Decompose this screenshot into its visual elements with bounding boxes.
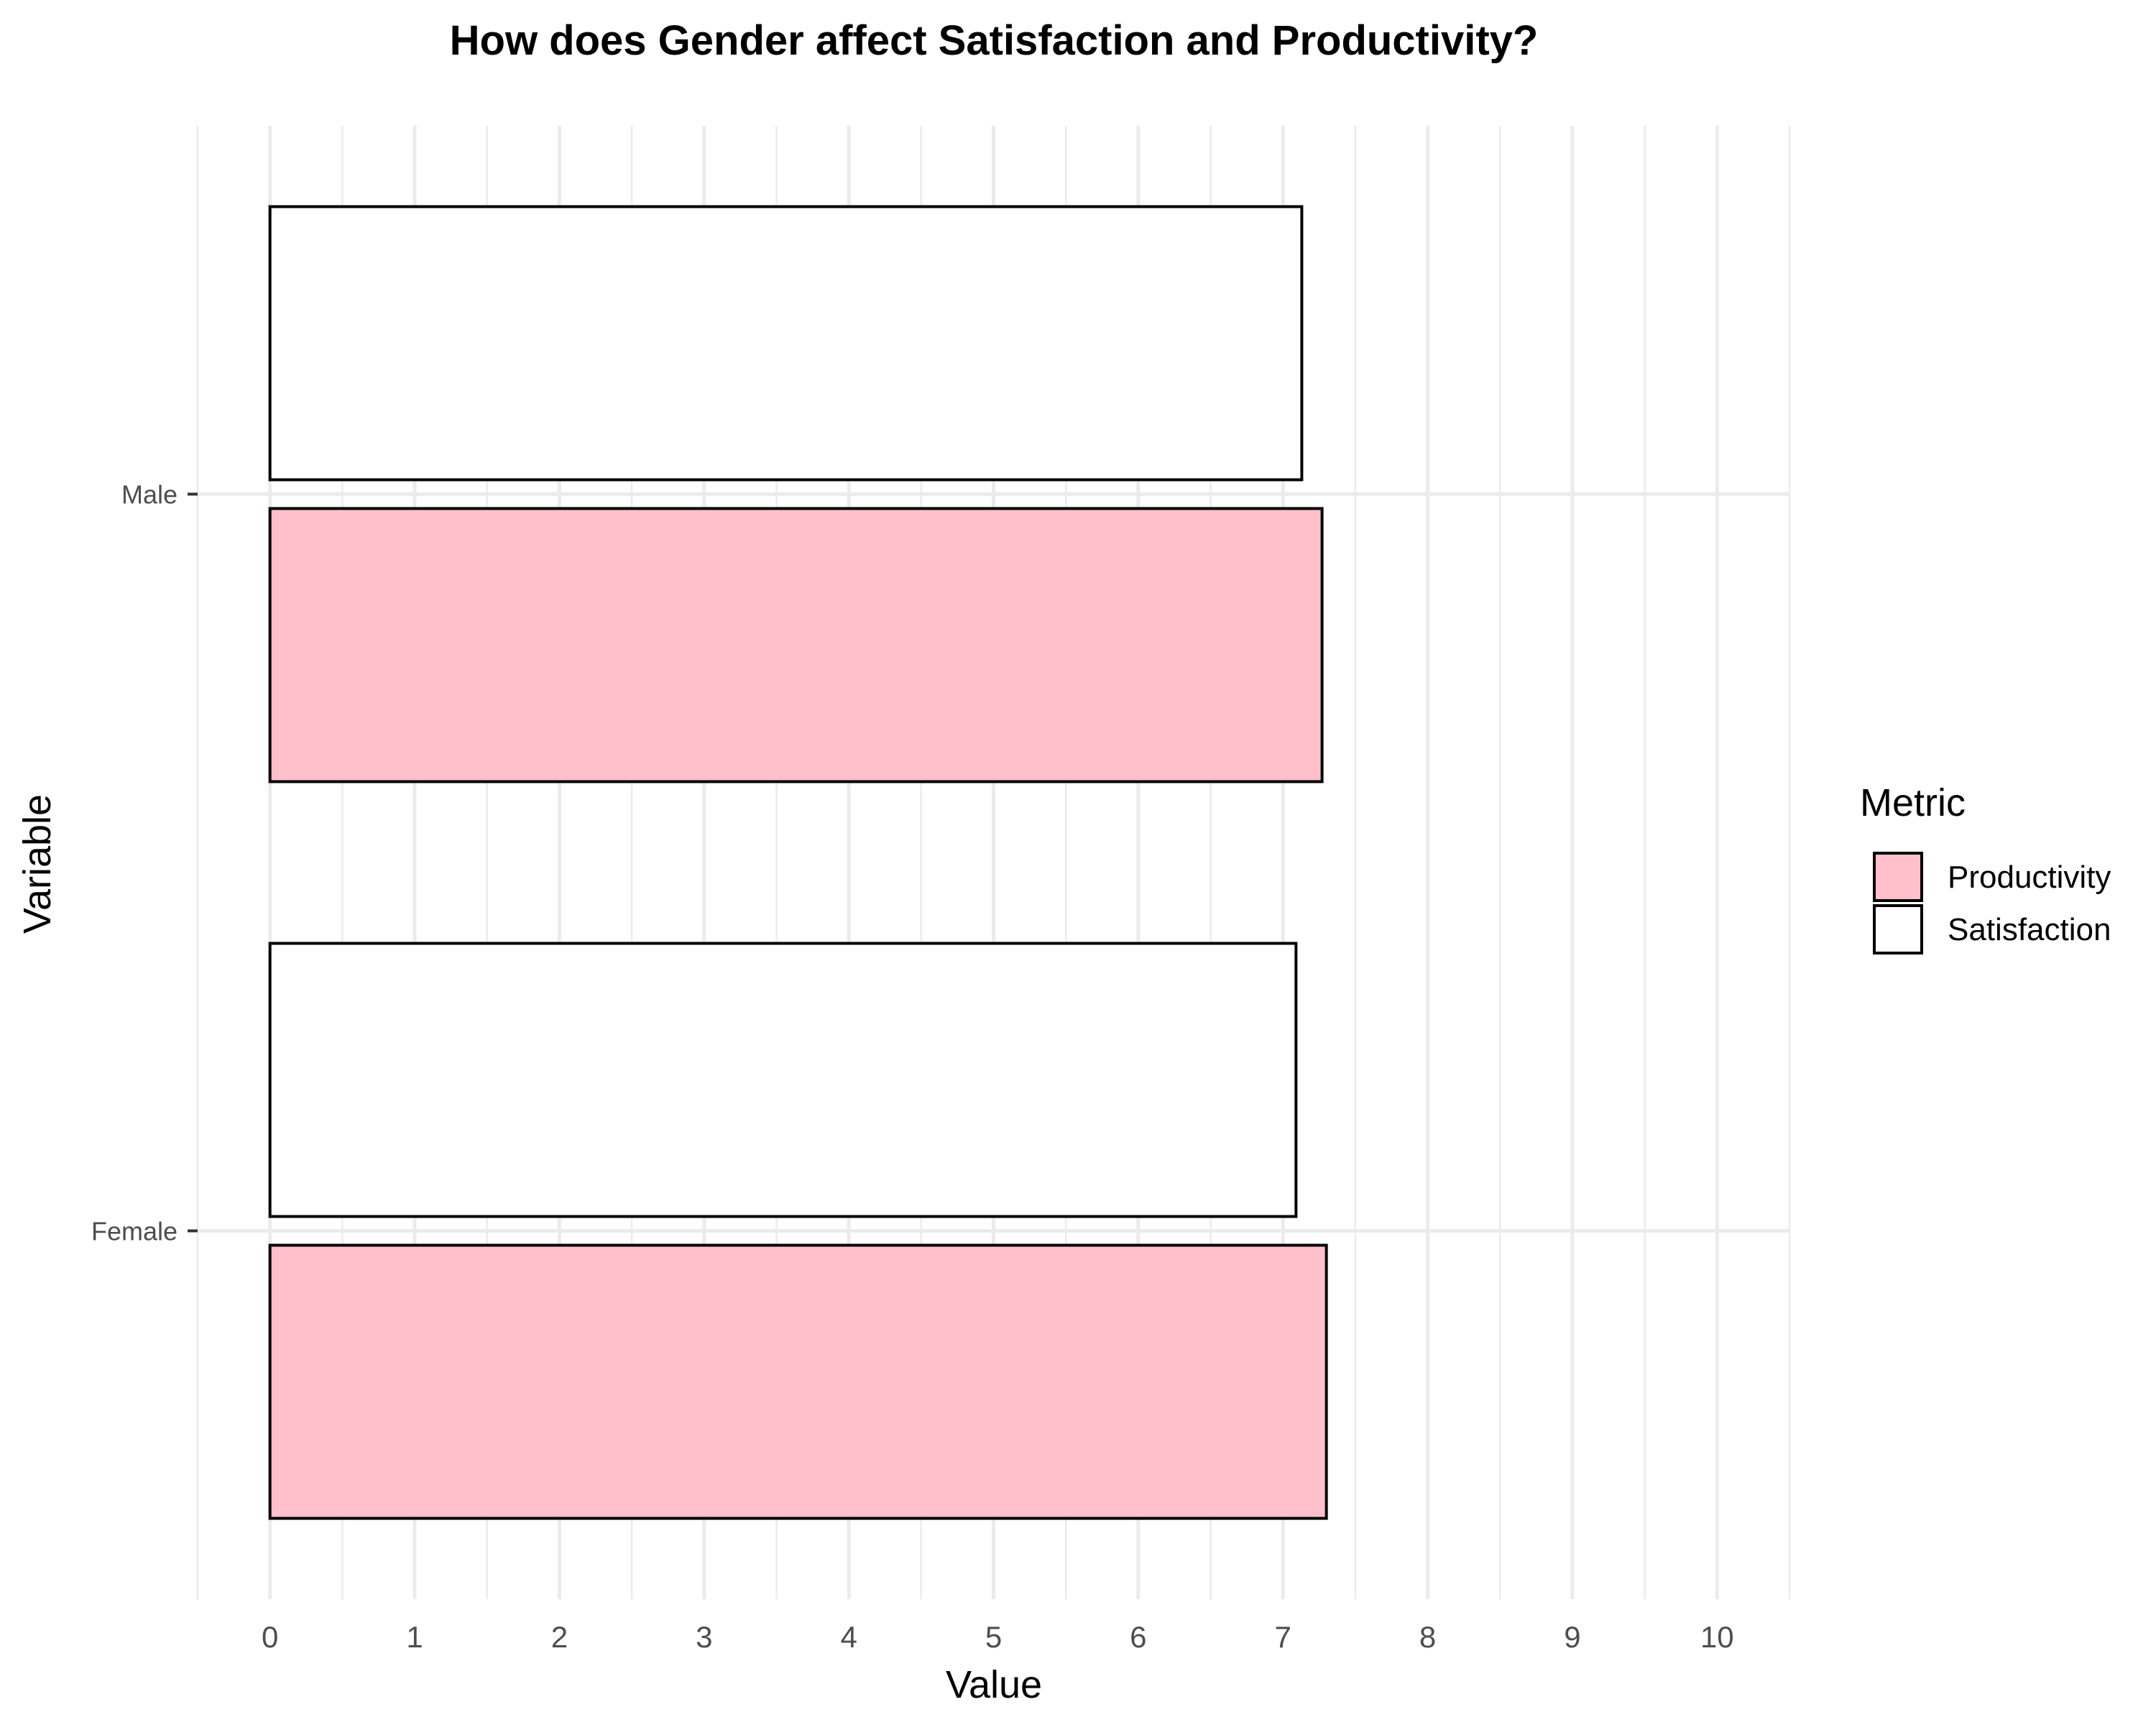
y-axis-title: Variable xyxy=(16,794,59,934)
x-tick-label: 3 xyxy=(696,1620,712,1654)
x-tick-label: 6 xyxy=(1130,1620,1146,1654)
legend-key-productivity xyxy=(1873,852,1923,902)
legend-label-productivity: Productivity xyxy=(1948,860,2111,895)
x-tick-label: 4 xyxy=(840,1620,857,1654)
legend-key-satisfaction xyxy=(1873,904,1923,954)
bar-male-satisfaction xyxy=(268,205,1304,482)
y-tick-label: Female xyxy=(91,1217,178,1246)
bars xyxy=(268,205,1328,1520)
x-tick-label: 2 xyxy=(551,1620,568,1654)
legend-title: Metric xyxy=(1860,781,1966,824)
legend-items: Productivity Satisfaction xyxy=(1873,852,2111,954)
y-tick-label: Male xyxy=(121,480,178,510)
x-tick-label: 5 xyxy=(985,1620,1002,1654)
x-tick-label: 10 xyxy=(1700,1620,1734,1654)
legend: Metric Productivity Satisfaction xyxy=(1860,781,2111,954)
y-axis-ticks: Female Male xyxy=(91,480,198,1246)
bar-male-productivity xyxy=(268,507,1324,783)
bar-female-satisfaction xyxy=(268,942,1298,1218)
bar-female-productivity xyxy=(268,1243,1328,1520)
x-tick-label: 7 xyxy=(1275,1620,1291,1654)
chart-title: How does Gender affect Satisfaction and … xyxy=(450,17,1539,64)
legend-label-satisfaction: Satisfaction xyxy=(1948,912,2111,947)
x-tick-label: 9 xyxy=(1564,1620,1580,1654)
x-axis-ticks: 0 1 2 3 4 5 6 7 8 9 10 xyxy=(262,1620,1734,1654)
x-tick-label: 8 xyxy=(1419,1620,1436,1654)
x-axis-title: Value xyxy=(946,1663,1042,1706)
x-tick-label: 1 xyxy=(406,1620,423,1654)
x-tick-label: 0 xyxy=(262,1620,278,1654)
